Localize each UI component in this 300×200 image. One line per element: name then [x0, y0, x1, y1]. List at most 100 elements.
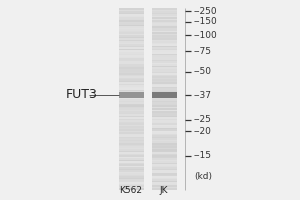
Bar: [152, 11, 177, 13]
Bar: [152, 134, 177, 135]
Bar: [118, 85, 144, 87]
Bar: [118, 178, 144, 179]
Bar: [152, 187, 177, 188]
Bar: [152, 141, 177, 143]
Bar: [118, 37, 144, 38]
Bar: [152, 107, 177, 108]
Bar: [152, 128, 177, 129]
Bar: [152, 111, 177, 113]
Bar: [118, 8, 144, 10]
Bar: [152, 90, 177, 91]
Bar: [118, 179, 144, 181]
Bar: [118, 166, 144, 167]
Text: FUT3: FUT3: [66, 88, 98, 102]
Bar: [118, 44, 144, 46]
Bar: [118, 13, 144, 14]
Bar: [118, 19, 144, 20]
Bar: [152, 158, 177, 160]
Bar: [118, 148, 144, 149]
Bar: [118, 60, 144, 61]
Bar: [118, 131, 144, 132]
Bar: [152, 126, 177, 128]
Bar: [118, 67, 144, 69]
Bar: [152, 160, 177, 161]
Bar: [118, 182, 144, 184]
Bar: [152, 164, 177, 166]
Bar: [152, 178, 177, 179]
Bar: [152, 73, 177, 75]
Bar: [118, 35, 144, 37]
Bar: [152, 52, 177, 53]
Bar: [152, 35, 177, 37]
Bar: [152, 92, 177, 98]
Bar: [118, 104, 144, 105]
Bar: [118, 66, 144, 67]
Bar: [118, 145, 144, 146]
Bar: [118, 117, 144, 119]
Bar: [152, 25, 177, 26]
Bar: [118, 119, 144, 120]
Bar: [118, 140, 144, 141]
Bar: [152, 81, 177, 82]
Bar: [152, 58, 177, 60]
Bar: [152, 117, 177, 119]
Bar: [152, 26, 177, 28]
Text: --250: --250: [194, 6, 217, 16]
Bar: [152, 41, 177, 43]
Bar: [152, 67, 177, 69]
Bar: [118, 128, 144, 129]
Bar: [152, 8, 177, 190]
Bar: [152, 114, 177, 116]
Bar: [152, 34, 177, 35]
Bar: [118, 29, 144, 31]
Bar: [152, 122, 177, 123]
Text: K562: K562: [119, 186, 142, 195]
Bar: [152, 157, 177, 158]
Bar: [118, 53, 144, 55]
Bar: [118, 17, 144, 19]
Bar: [118, 10, 144, 11]
Bar: [152, 79, 177, 81]
Bar: [118, 93, 144, 94]
Bar: [118, 46, 144, 47]
Bar: [152, 104, 177, 105]
Bar: [152, 102, 177, 104]
Text: --100: --100: [194, 30, 217, 40]
Bar: [118, 97, 144, 99]
Bar: [118, 81, 144, 82]
Bar: [118, 126, 144, 128]
Bar: [152, 64, 177, 66]
Bar: [118, 176, 144, 178]
Bar: [152, 175, 177, 176]
Bar: [152, 72, 177, 73]
Bar: [152, 43, 177, 44]
Bar: [118, 116, 144, 117]
Bar: [118, 78, 144, 79]
Bar: [152, 140, 177, 141]
Bar: [152, 172, 177, 173]
Bar: [152, 96, 177, 97]
Bar: [152, 181, 177, 182]
Bar: [152, 10, 177, 11]
Bar: [118, 172, 144, 173]
Bar: [118, 70, 144, 72]
Bar: [152, 169, 177, 170]
Bar: [152, 78, 177, 79]
Bar: [152, 138, 177, 140]
Bar: [118, 99, 144, 101]
Bar: [152, 110, 177, 111]
Bar: [152, 66, 177, 67]
Text: --15: --15: [194, 152, 211, 160]
Bar: [152, 97, 177, 99]
Bar: [152, 188, 177, 190]
Bar: [118, 167, 144, 169]
Text: --20: --20: [194, 127, 211, 136]
Bar: [152, 29, 177, 31]
Bar: [118, 88, 144, 90]
Bar: [118, 26, 144, 28]
Text: --50: --50: [194, 68, 211, 76]
Bar: [152, 38, 177, 40]
Bar: [118, 175, 144, 176]
Bar: [118, 111, 144, 113]
Bar: [118, 120, 144, 122]
